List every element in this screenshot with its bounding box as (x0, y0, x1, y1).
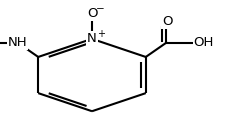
Text: +: + (96, 29, 104, 39)
Text: −: − (95, 4, 104, 14)
Text: NH: NH (8, 36, 27, 49)
Text: N: N (87, 32, 96, 45)
Text: OH: OH (193, 36, 213, 49)
Text: O: O (86, 7, 97, 20)
Text: O: O (161, 15, 172, 28)
